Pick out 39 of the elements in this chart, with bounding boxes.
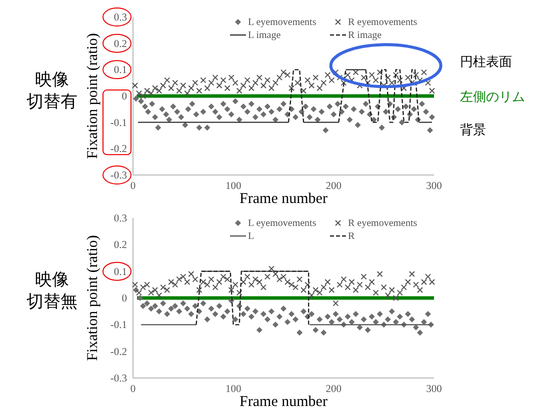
x-tick-label: 0 [130, 384, 136, 395]
text: 円柱表面 [460, 55, 512, 70]
y-tick-label: 0.2 [114, 240, 127, 252]
y-axis-title: Fixation point (ratio) [85, 33, 101, 159]
y-tick-label: 0.1 [114, 65, 127, 76]
y-tick-label: -0.1 [110, 118, 127, 129]
text: 映像切替有 [26, 70, 78, 112]
y-tick-label: 0.3 [114, 12, 127, 24]
legend-label: R [348, 231, 355, 242]
legend-label: L eyemovements [248, 17, 316, 28]
legend-label: L image [248, 30, 282, 41]
text: 左側のリム [460, 90, 525, 105]
y-tick-label: 0.2 [114, 38, 127, 50]
y-tick-label: 0 [122, 294, 127, 304]
legend-label: L eyemovements [248, 218, 316, 229]
y-tick-label: 0.1 [114, 266, 127, 278]
x-tick-label: 200 [326, 384, 342, 395]
x-axis-title: Frame number [240, 191, 328, 207]
y-tick-label: 0 [122, 92, 127, 102]
x-tick-label: 100 [225, 181, 242, 192]
x-tick-label: 0 [130, 181, 136, 192]
x-tick-label: 300 [426, 181, 442, 192]
y-axis-title: Fixation point (ratio) [85, 235, 101, 361]
x-tick-label: 100 [225, 384, 242, 395]
y-tick-label: -0.3 [110, 374, 127, 384]
legend-label: R eyemovements [348, 218, 418, 229]
legend-label: L [248, 231, 254, 242]
x-tick-label: 200 [326, 181, 342, 192]
text: 映像切替無 [26, 270, 78, 312]
y-tick-label: -0.2 [110, 346, 127, 358]
legend-label: R image [348, 30, 382, 41]
legend-label: R eyemovements [348, 17, 418, 28]
y-tick-label: 0.3 [114, 214, 127, 224]
x-axis-title: Frame number [240, 394, 328, 408]
y-tick-label: -0.1 [110, 320, 127, 332]
y-tick-label: -0.3 [110, 170, 127, 182]
y-tick-label: -0.2 [110, 144, 127, 156]
x-tick-label: 300 [426, 384, 442, 395]
text: 背景 [460, 123, 486, 138]
